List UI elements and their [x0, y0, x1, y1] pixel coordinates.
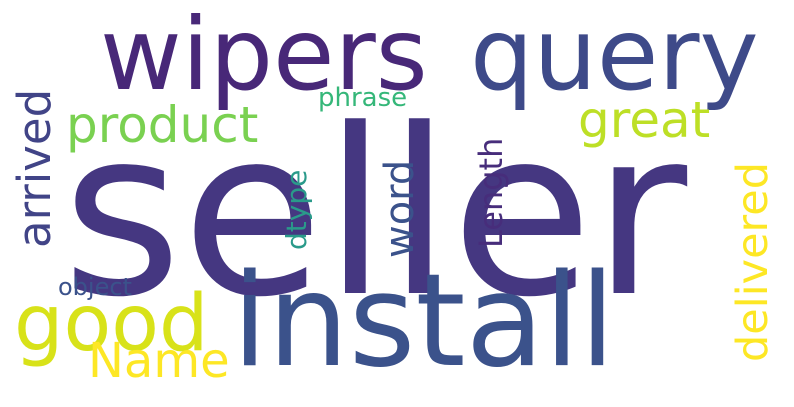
word-good: good [14, 279, 209, 369]
word-arrived: arrived [8, 88, 61, 248]
word-product: product [66, 96, 259, 154]
word-name: Name [88, 333, 230, 389]
word-object: object [58, 273, 132, 301]
word-seller: seller [62, 81, 688, 348]
word-delivered: delivered [728, 161, 778, 362]
word-great: great [578, 91, 711, 149]
word-length: Length [472, 137, 510, 248]
word-word: word [377, 159, 423, 258]
word-dtype: dtype [280, 169, 313, 250]
word-phrase: phrase [318, 83, 408, 113]
word-install: install [232, 247, 616, 396]
word-query: query [470, 0, 759, 113]
word-wipers: wipers [100, 0, 428, 113]
